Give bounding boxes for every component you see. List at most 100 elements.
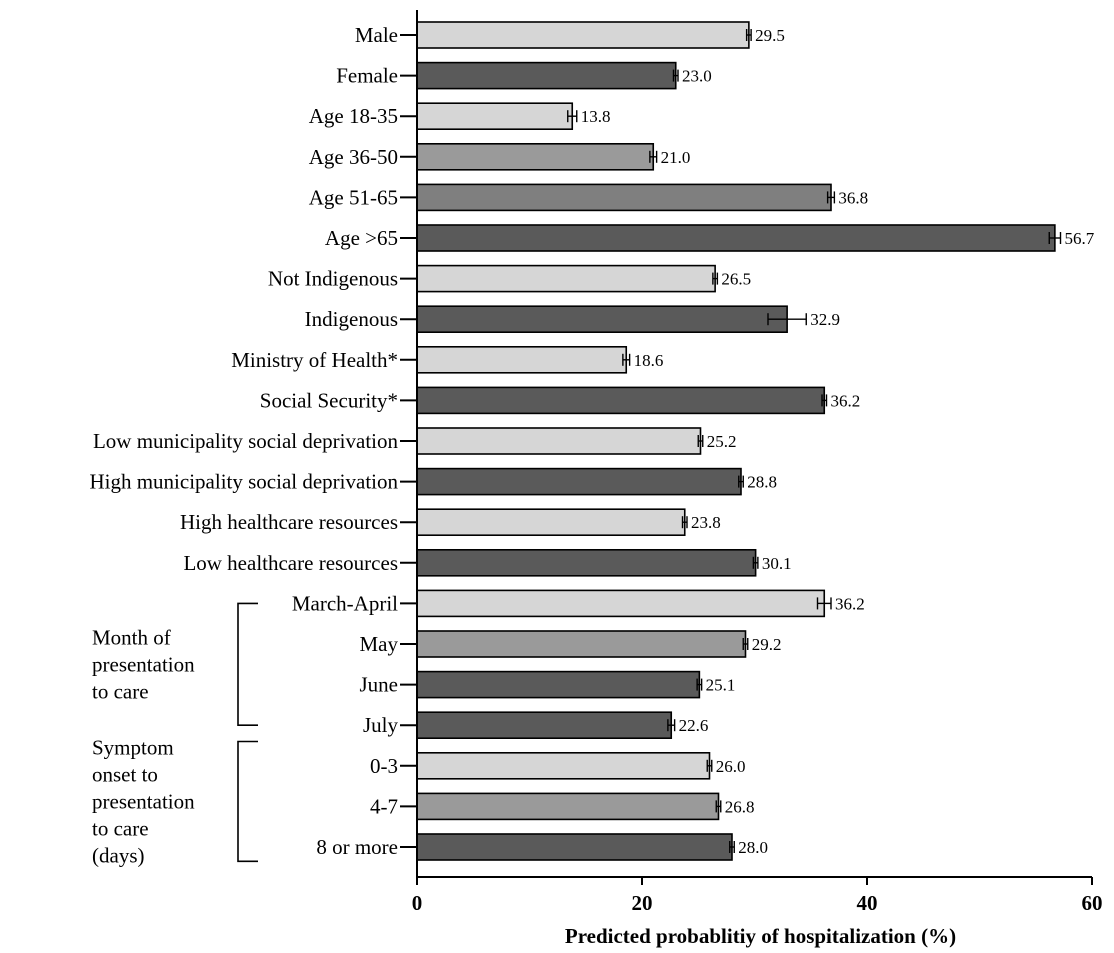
category-label-10: Low municipality social deprivation: [93, 429, 399, 453]
category-label-3: Age 36-50: [309, 145, 398, 169]
value-label-19: 26.8: [725, 797, 755, 816]
value-label-6: 26.5: [721, 270, 751, 289]
error-bar-0: [745, 29, 752, 41]
bar-10: [416, 427, 702, 455]
error-bar-17: [667, 719, 676, 732]
x-tick-label-3: 60: [1082, 891, 1103, 915]
category-label-17: July: [363, 713, 399, 737]
error-bar-20: [729, 841, 735, 853]
category-label-18: 0-3: [370, 754, 398, 778]
category-label-9: Social Security*: [260, 388, 398, 412]
group-label-0-line-2: to care: [92, 679, 149, 703]
bar-17: [416, 711, 673, 740]
category-label-11: High municipality social deprivation: [89, 470, 398, 494]
x-tick-label-2: 40: [857, 891, 878, 915]
value-label-9: 36.2: [831, 391, 861, 410]
category-label-7: Indigenous: [305, 307, 398, 331]
category-label-20: 8 or more: [316, 835, 398, 859]
value-label-16: 25.1: [706, 676, 736, 695]
value-label-5: 56.7: [1065, 229, 1095, 248]
error-bar-4: [826, 191, 836, 204]
x-axis-title: Predicted probablitiy of hospitalization…: [565, 924, 956, 948]
value-label-3: 21.0: [661, 148, 691, 167]
error-bar-7: [767, 313, 807, 326]
group-brackets: Month of presentation to care Symptom onset …: [92, 602, 258, 867]
bar-6: [416, 264, 716, 293]
value-label-17: 22.6: [679, 716, 709, 735]
category-label-15: May: [360, 632, 399, 656]
error-bar-11: [738, 475, 744, 488]
value-label-15: 29.2: [752, 635, 782, 654]
value-label-8: 18.6: [634, 351, 664, 370]
error-bar-12: [681, 516, 688, 529]
x-tick-label-0: 0: [412, 891, 423, 915]
category-label-19: 4-7: [370, 794, 398, 818]
bar-4: [416, 183, 832, 212]
bar-15: [416, 630, 747, 658]
group-bracket-1: [237, 740, 258, 863]
value-label-12: 23.8: [691, 513, 721, 532]
bar-14: [416, 589, 826, 618]
x-tick-label-1: 20: [632, 891, 653, 915]
error-bar-18: [706, 759, 713, 772]
bar-13: [416, 548, 757, 577]
value-label-7: 32.9: [810, 310, 840, 329]
category-label-13: Low healthcare resources: [183, 551, 398, 575]
bar-2: [416, 102, 574, 130]
value-label-2: 13.8: [581, 107, 611, 126]
error-bar-14: [816, 597, 832, 610]
error-bar-3: [649, 150, 658, 163]
category-label-1: Female: [336, 64, 398, 88]
bar-19: [416, 792, 720, 821]
group-label-0-line-1: presentation: [92, 652, 195, 676]
group-label-1-line-0: Symptom: [92, 735, 174, 759]
group-label-1-line-2: presentation: [92, 789, 195, 813]
value-label-0: 29.5: [755, 26, 785, 45]
bar-9: [416, 386, 826, 415]
category-label-6: Not Indigenous: [268, 267, 398, 291]
category-label-0: Male: [355, 23, 398, 47]
bar-20: [416, 833, 733, 861]
bar-12: [416, 508, 686, 537]
bar-18: [416, 751, 711, 780]
x-axis-ticks: 0 20 40 60: [412, 877, 1103, 915]
bar-1: [416, 61, 677, 90]
category-label-5: Age >65: [325, 226, 398, 250]
category-label-12: High healthcare resources: [180, 510, 398, 534]
error-bar-15: [742, 638, 749, 650]
value-label-13: 30.1: [762, 554, 792, 573]
error-bar-1: [672, 69, 679, 82]
group-label-1-line-1: onset to: [92, 762, 158, 786]
error-bar-13: [752, 556, 759, 569]
error-bar-16: [696, 678, 703, 691]
group-bracket-0: [237, 602, 258, 727]
error-bar-9: [821, 394, 828, 407]
value-label-14: 36.2: [835, 594, 865, 613]
error-bar-19: [715, 800, 722, 813]
value-label-20: 28.0: [738, 838, 768, 857]
bar-5: [416, 224, 1056, 252]
category-label-14: March-April: [292, 591, 398, 615]
error-bar-5: [1048, 232, 1062, 244]
category-label-4: Age 51-65: [309, 185, 398, 209]
category-label-8: Ministry of Health*: [231, 348, 398, 372]
error-bar-10: [697, 435, 704, 447]
value-label-1: 23.0: [682, 67, 712, 86]
value-label-4: 36.8: [838, 188, 868, 207]
group-label-1-line-4: (days): [92, 843, 144, 867]
value-label-18: 26.0: [716, 757, 746, 776]
error-bar-8: [622, 353, 631, 366]
group-label-0-line-0: Month of: [92, 625, 171, 649]
category-labels: Male Female Age 18-35 Age 36-50 Age 51-65 Age…: [89, 23, 417, 859]
value-label-10: 25.2: [707, 432, 737, 451]
bar-8: [416, 345, 628, 374]
value-label-11: 28.8: [747, 473, 777, 492]
bar-11: [416, 467, 742, 496]
bars: 29.5 23.0 13.8 21.0 36.8 56.7 26.5 32.9 18.6 36.2…: [416, 21, 1095, 861]
error-bar-2: [567, 110, 578, 123]
group-label-1-line-3: to care: [92, 816, 149, 840]
category-label-16: June: [360, 673, 399, 697]
bar-16: [416, 670, 701, 699]
category-label-2: Age 18-35: [309, 104, 398, 128]
